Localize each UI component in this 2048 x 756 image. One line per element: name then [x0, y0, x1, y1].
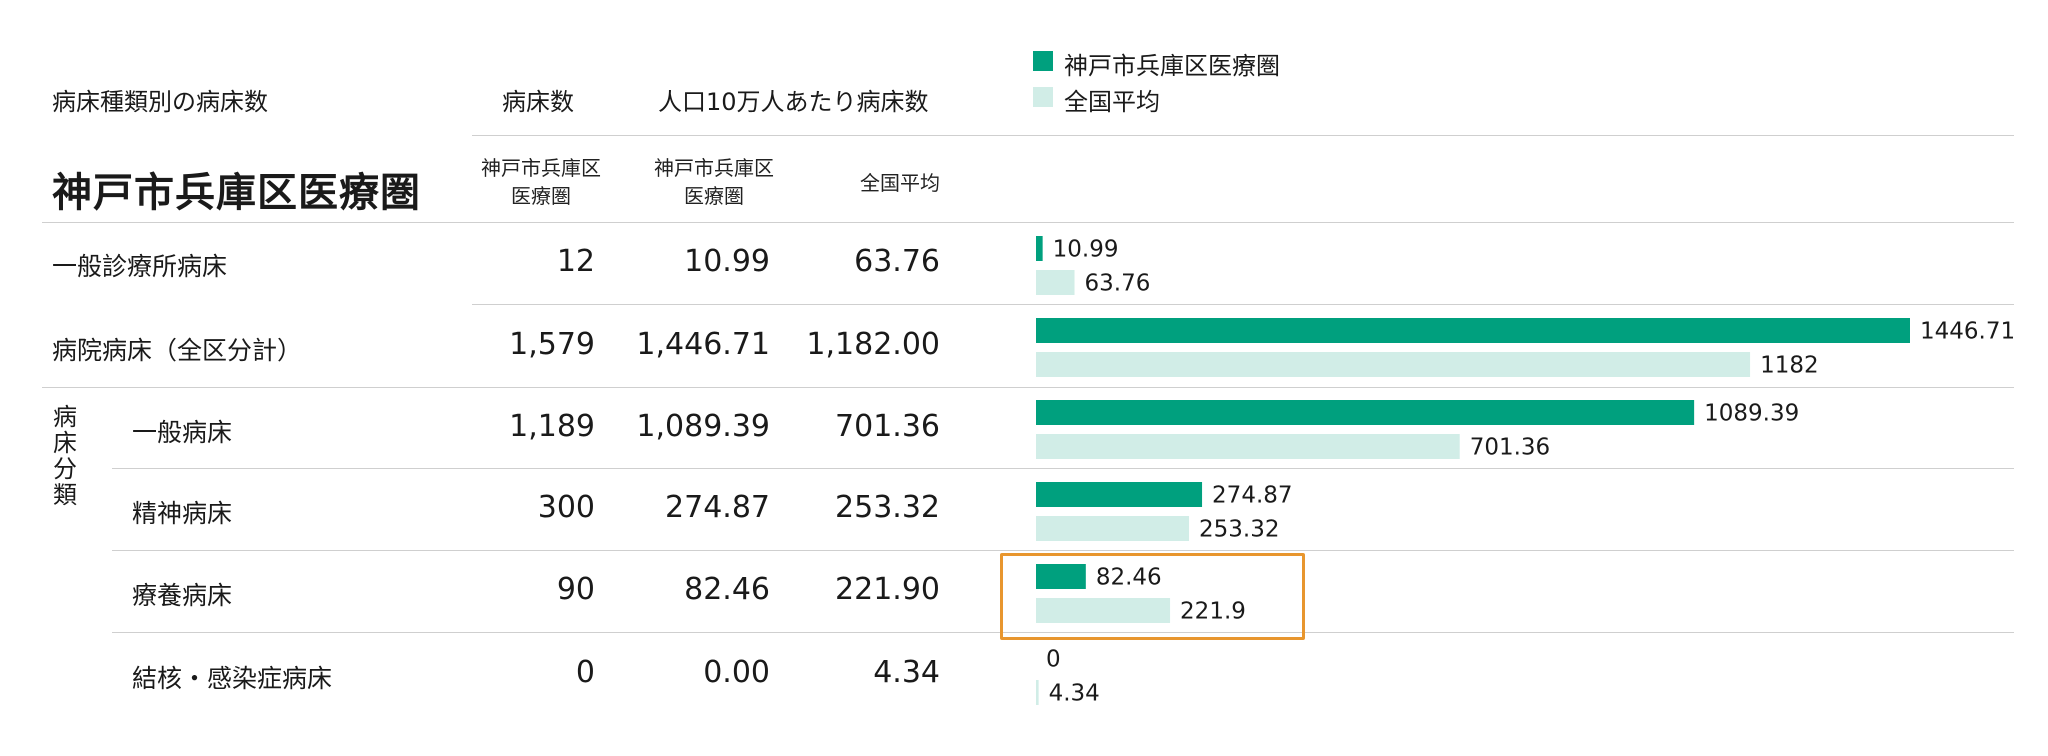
- cell-beds: 12: [556, 244, 595, 279]
- row-label: 病院病床（全区分計）: [52, 336, 303, 365]
- bar-label-region: 1446.71: [1920, 319, 2015, 345]
- bar-label-national: 63.76: [1085, 271, 1151, 297]
- bar-national: [1036, 270, 1075, 295]
- highlight-box: [1000, 553, 1305, 640]
- bar-region: [1036, 400, 1695, 425]
- header-divider: [472, 135, 2014, 136]
- bar-label-region: 274.87: [1212, 483, 1292, 509]
- cell-beds: 0: [575, 655, 595, 690]
- cell-region-per100k: 1,446.71: [636, 327, 770, 362]
- row-divider: [112, 632, 2014, 633]
- sub-header-per100k-region: 神戸市兵庫区 医療圏: [654, 156, 774, 208]
- bar-label-region: 10.99: [1053, 237, 1119, 263]
- bar-national: [1036, 352, 1751, 377]
- subheader-divider: [42, 222, 2014, 223]
- cell-beds: 300: [537, 490, 595, 525]
- cell-national-per100k: 1,182.00: [806, 327, 940, 362]
- section-title: 病床種類別の病床数: [52, 88, 268, 116]
- cell-region-per100k: 274.87: [665, 490, 770, 525]
- row-label: 療養病床: [132, 581, 233, 610]
- row-label: 一般診療所病床: [52, 252, 228, 281]
- row-label: 一般病床: [132, 418, 233, 447]
- bar-label-region: 82.46: [1096, 565, 1162, 591]
- col-header-per100k: 人口10万人あたり病床数: [658, 88, 929, 116]
- group-label-bed-classification: 病 床 分 類: [53, 403, 77, 509]
- cell-national-per100k: 4.34: [873, 655, 940, 690]
- cell-region-per100k: 10.99: [684, 244, 770, 279]
- col-header-beds: 病床数: [502, 88, 574, 116]
- region-title: 神戸市兵庫区医療圏: [52, 170, 421, 216]
- cell-beds: 1,579: [509, 327, 595, 362]
- row-divider: [472, 304, 2014, 305]
- bar-national: [1036, 680, 1039, 705]
- cell-beds: 90: [556, 572, 595, 607]
- bar-label-region: 1089.39: [1704, 401, 1799, 427]
- cell-region-per100k: 0.00: [703, 655, 770, 690]
- row-label: 精神病床: [132, 499, 233, 528]
- cell-national-per100k: 701.36: [835, 409, 940, 444]
- row-label: 結核・感染症病床: [132, 664, 333, 693]
- bar-region: [1036, 318, 1910, 343]
- bar-label-region: 0: [1046, 647, 1061, 673]
- legend-swatch-national: [1033, 87, 1053, 107]
- cell-national-per100k: 253.32: [835, 490, 940, 525]
- cell-region-per100k: 82.46: [684, 572, 770, 607]
- cell-national-per100k: 63.76: [854, 244, 940, 279]
- cell-beds: 1,189: [509, 409, 595, 444]
- bar-label-national: 4.34: [1049, 681, 1100, 707]
- bar-label-national: 701.36: [1470, 435, 1550, 461]
- sub-header-beds-region: 神戸市兵庫区 医療圏: [481, 156, 601, 208]
- sub-header-national: 全国平均: [860, 171, 940, 195]
- legend-label-region: 神戸市兵庫区医療圏: [1064, 52, 1280, 80]
- bar-label-national: 1182: [1760, 353, 1819, 379]
- cell-national-per100k: 221.90: [835, 572, 940, 607]
- row-divider: [42, 387, 2014, 388]
- bar-region: [1036, 236, 1043, 261]
- row-divider: [112, 468, 2014, 469]
- bar-national: [1036, 516, 1190, 541]
- cell-region-per100k: 1,089.39: [636, 409, 770, 444]
- bar-region: [1036, 564, 1086, 589]
- legend-swatch-region: [1033, 51, 1053, 71]
- bar-label-national: 253.32: [1199, 517, 1279, 543]
- legend-label-national: 全国平均: [1064, 88, 1160, 116]
- bar-national: [1036, 434, 1460, 459]
- bar-region: [1036, 482, 1203, 507]
- bar-label-national: 221.9: [1180, 599, 1246, 625]
- bar-national: [1036, 598, 1171, 623]
- row-divider: [112, 550, 2014, 551]
